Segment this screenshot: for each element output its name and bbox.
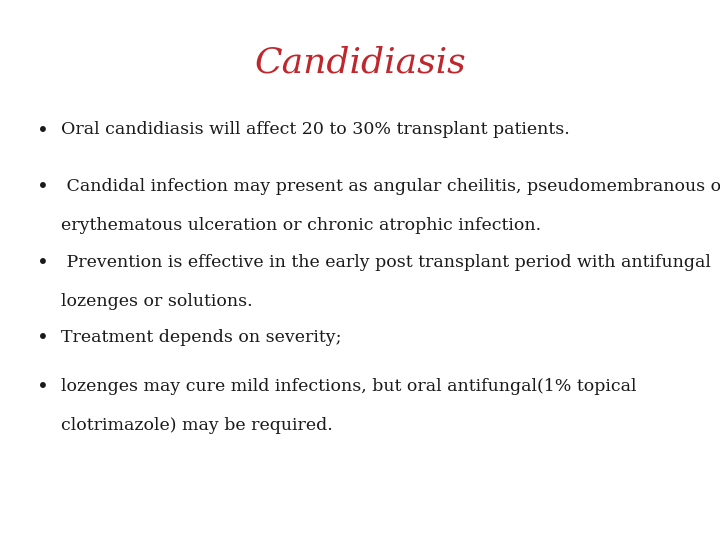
Text: clotrimazole) may be required.: clotrimazole) may be required.	[61, 417, 333, 434]
Text: •: •	[37, 329, 49, 348]
Text: lozenges may cure mild infections, but oral antifungal(1% topical: lozenges may cure mild infections, but o…	[61, 378, 636, 395]
Text: Candidal infection may present as angular cheilitis, pseudomembranous or: Candidal infection may present as angula…	[61, 178, 720, 195]
Text: Treatment depends on severity;: Treatment depends on severity;	[61, 329, 342, 346]
Text: •: •	[37, 378, 49, 397]
Text: Oral candidiasis will affect 20 to 30% transplant patients.: Oral candidiasis will affect 20 to 30% t…	[61, 122, 570, 138]
Text: •: •	[37, 178, 49, 197]
Text: Candidiasis: Candidiasis	[254, 46, 466, 80]
Text: •: •	[37, 122, 49, 140]
Text: erythematous ulceration or chronic atrophic infection.: erythematous ulceration or chronic atrop…	[61, 217, 541, 234]
Text: lozenges or solutions.: lozenges or solutions.	[61, 293, 253, 309]
Text: •: •	[37, 254, 49, 273]
Text: Prevention is effective in the early post transplant period with antifungal: Prevention is effective in the early pos…	[61, 254, 711, 271]
